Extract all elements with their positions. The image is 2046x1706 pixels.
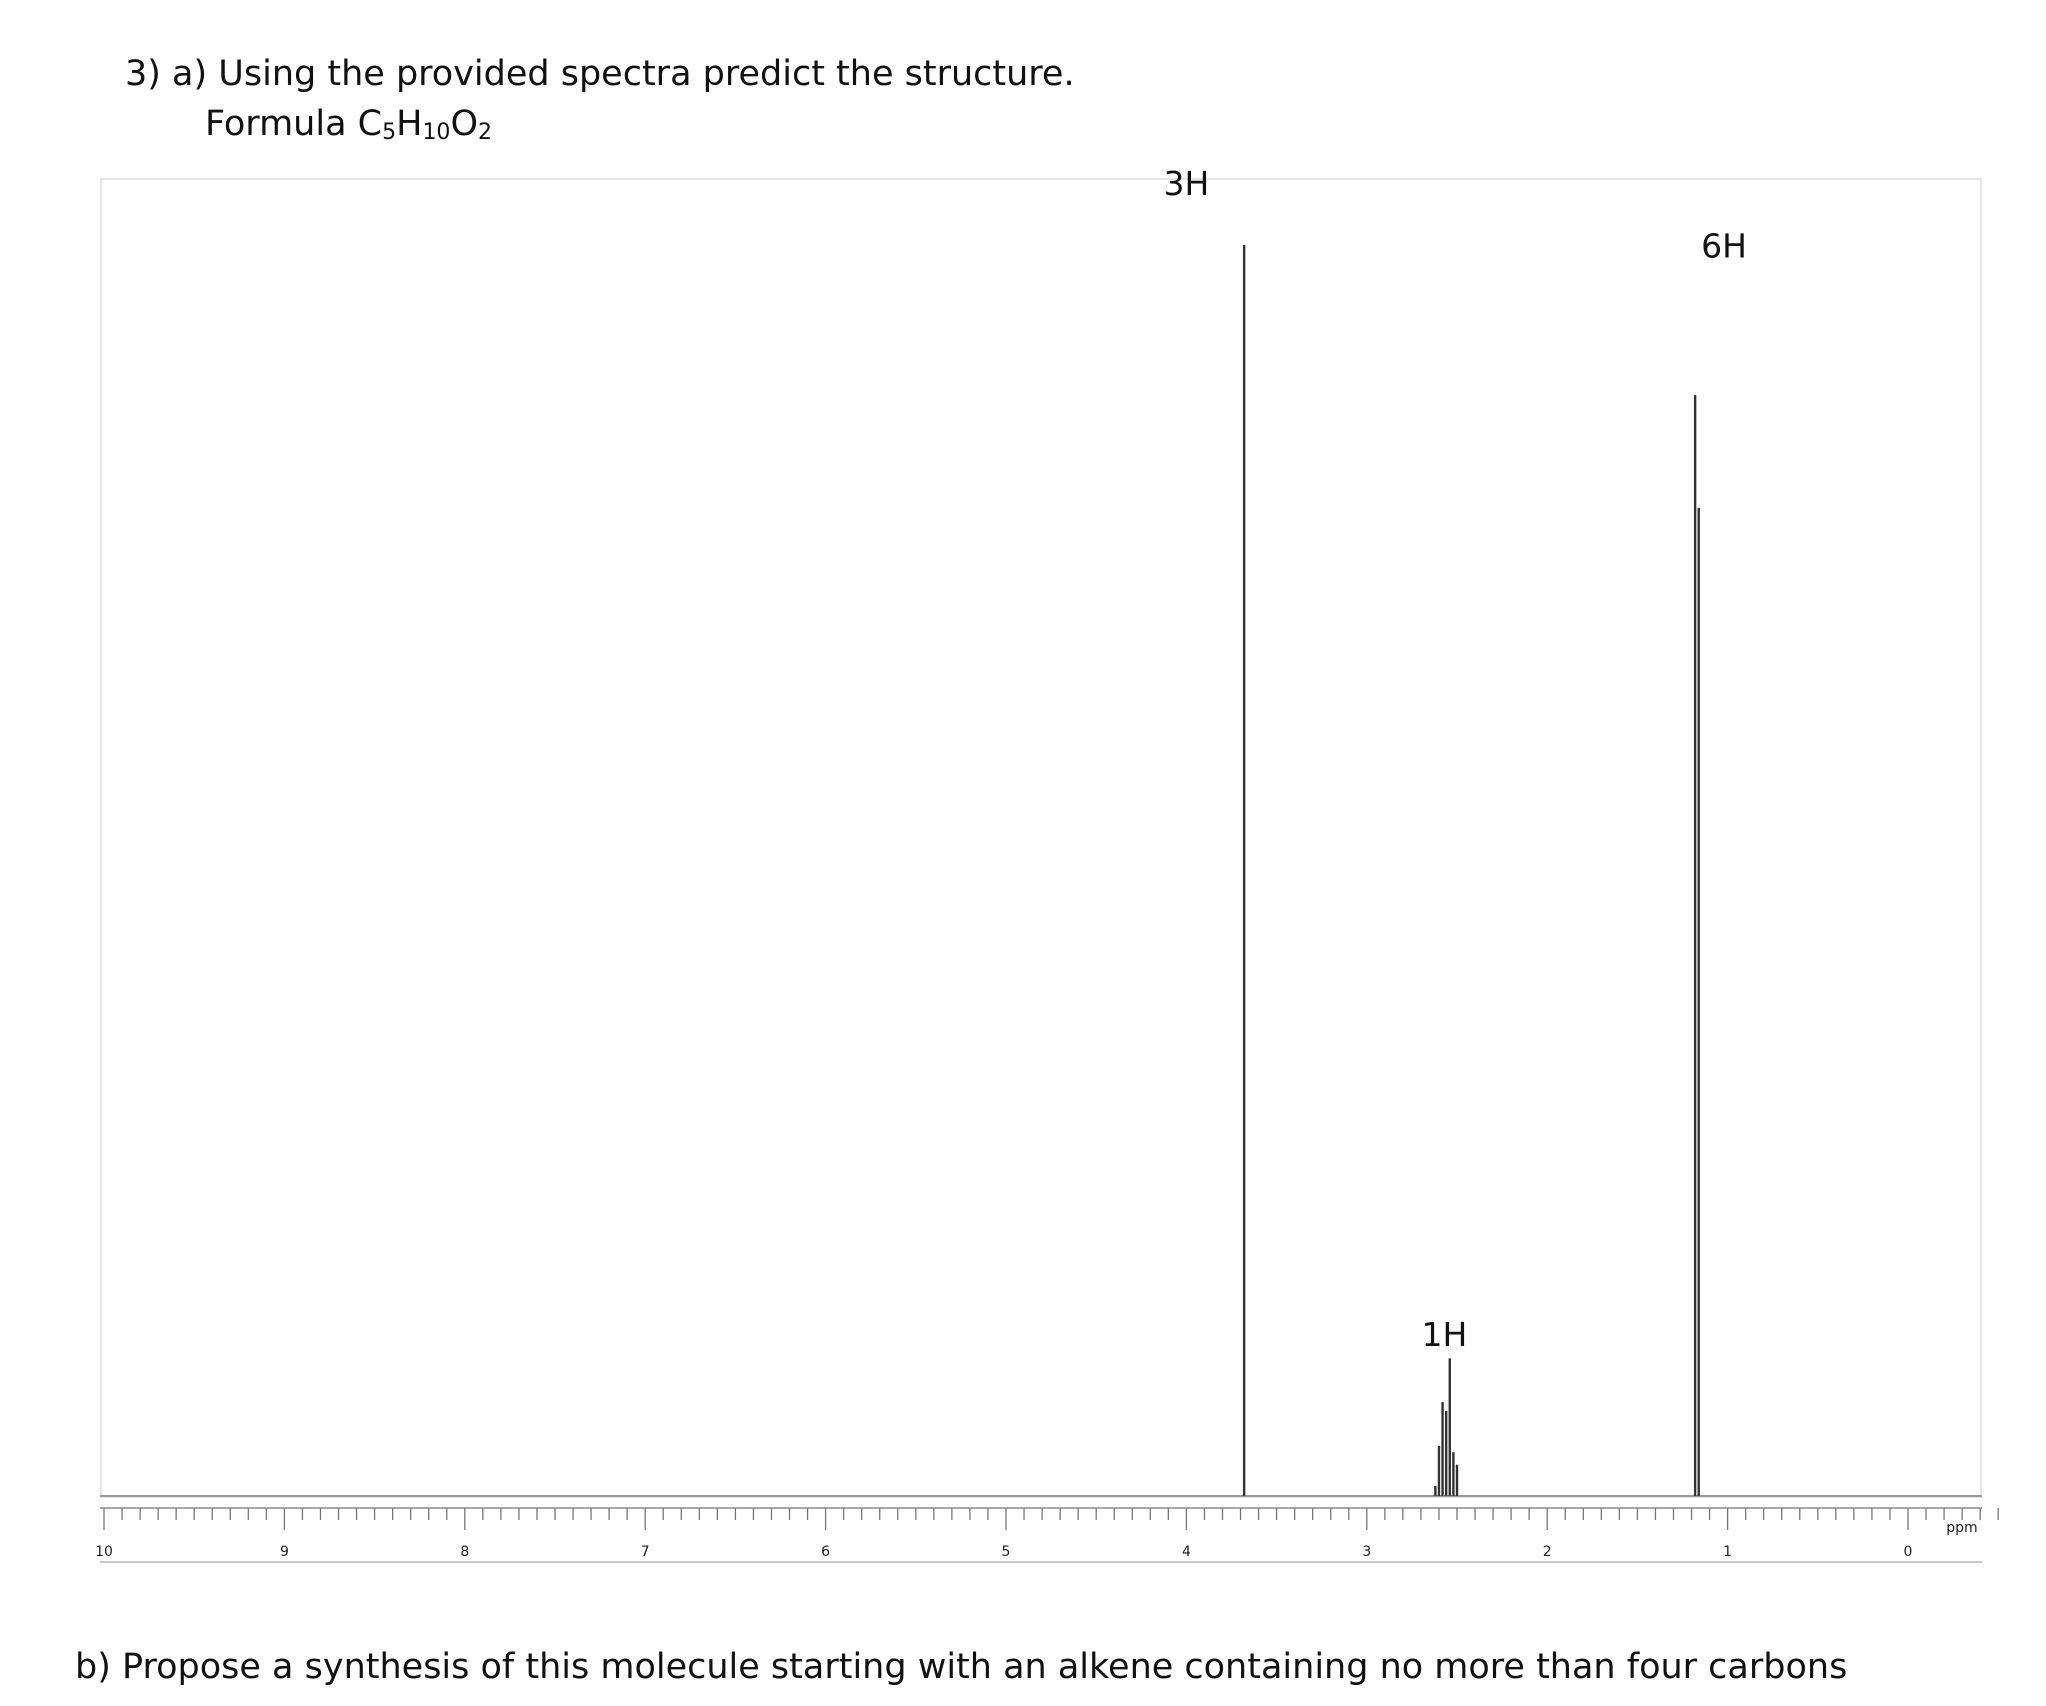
x-tick-label: 2 [1543,1544,1552,1560]
x-tick-label: 3 [1362,1544,1371,1560]
x-tick-label: 4 [1182,1544,1191,1560]
formula-element: C [357,104,383,144]
x-tick-label: 1 [1723,1544,1732,1560]
x-tick-label: 10 [95,1544,113,1560]
question-part-a: 3) a) Using the provided spectra predict… [125,54,1075,94]
molecular-formula: C5H10O2 [357,104,492,145]
formula-label: Formula [205,104,358,144]
formula-element: H [396,104,423,144]
x-tick-label: 0 [1904,1544,1913,1560]
formula-subscript: 5 [382,120,397,145]
question-part-b: b) Propose a synthesis of this molecule … [75,1647,1848,1687]
x-tick-label: 8 [460,1544,469,1560]
integration-label: 6H [1701,227,1747,266]
formula-element: O [450,104,478,144]
integration-label: 3H [1163,164,1209,203]
formula-subscript: 10 [422,120,451,145]
x-tick-label: 5 [1002,1544,1011,1560]
x-axis-unit-label: ppm [1946,1520,1977,1536]
x-tick-label: 7 [641,1544,650,1560]
formula-subscript: 2 [478,120,492,145]
formula-line: Formula C5H10O2 [205,100,492,157]
x-tick-label: 9 [280,1544,289,1560]
x-tick-label: 6 [821,1544,830,1560]
integration-label: 1H [1421,1315,1467,1354]
